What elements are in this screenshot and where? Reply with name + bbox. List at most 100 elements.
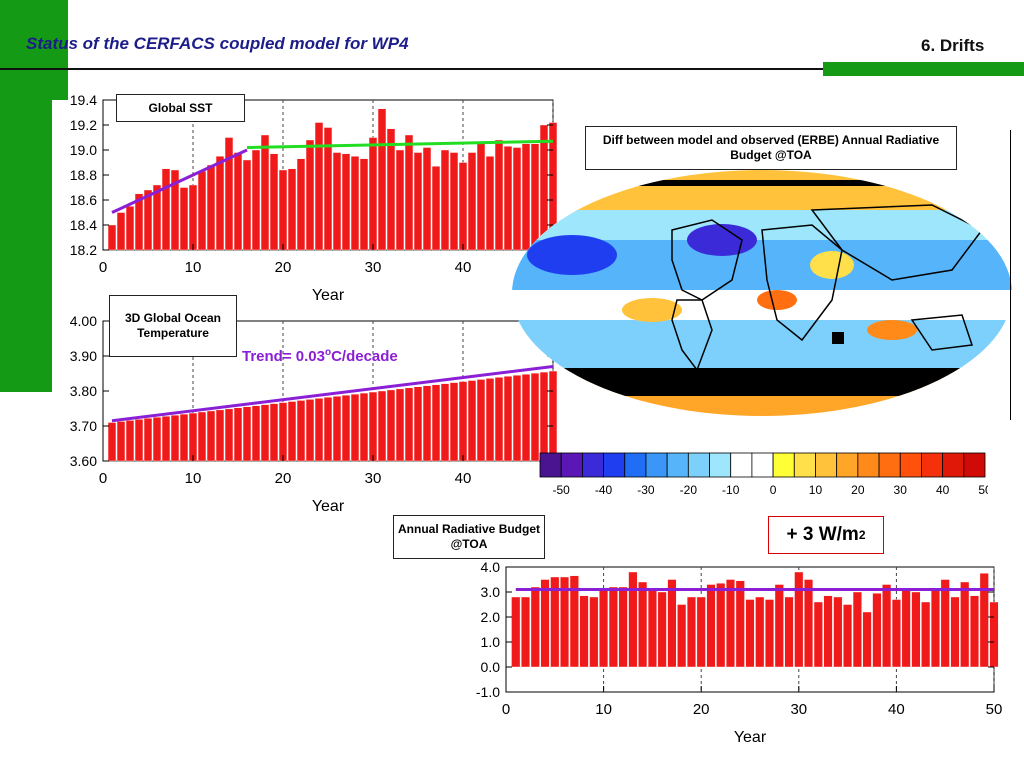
data-bar bbox=[107, 422, 117, 462]
data-bar bbox=[989, 601, 999, 668]
data-bar bbox=[911, 591, 921, 668]
data-bar bbox=[638, 581, 648, 668]
x-tick-label: 20 bbox=[275, 259, 292, 276]
data-bar bbox=[891, 599, 901, 668]
data-bar bbox=[386, 128, 396, 251]
trend-prefix: Trend= 0.03 bbox=[242, 348, 325, 365]
data-bar bbox=[872, 593, 882, 668]
y-tick-label: 4.00 bbox=[70, 313, 97, 329]
data-bar bbox=[197, 171, 207, 251]
data-bar bbox=[404, 387, 414, 462]
data-bar bbox=[296, 400, 306, 462]
data-bar bbox=[206, 164, 216, 251]
colorbar-tick-label: 0 bbox=[770, 483, 777, 497]
data-bar bbox=[940, 579, 950, 668]
colorbar-tick-label: 20 bbox=[851, 483, 865, 497]
y-tick-label: 18.8 bbox=[70, 167, 97, 183]
data-bar bbox=[979, 573, 989, 668]
data-bar bbox=[251, 405, 261, 462]
data-bar bbox=[188, 184, 198, 251]
data-bar bbox=[765, 599, 775, 668]
data-bar bbox=[921, 601, 931, 668]
data-bar bbox=[278, 402, 288, 462]
data-bar bbox=[774, 584, 784, 668]
colorbar-tick-label: 50 bbox=[978, 483, 988, 497]
x-axis-label: Year bbox=[312, 498, 345, 515]
x-tick-label: 40 bbox=[888, 701, 905, 718]
data-bar bbox=[628, 571, 638, 668]
x-tick-label: 0 bbox=[99, 470, 107, 487]
data-bar bbox=[686, 596, 696, 668]
radiative-chart: -1.0 0.0 1.0 2.0 3.0 4.0 0 10 20 30 40 50 Year bbox=[476, 559, 1002, 746]
trend-degree: o bbox=[324, 347, 332, 358]
colorbar-swatch bbox=[645, 452, 668, 478]
y-tick-label: 3.80 bbox=[70, 383, 97, 399]
data-bar bbox=[125, 206, 135, 251]
data-bar bbox=[269, 403, 279, 462]
colorbar-tick-label: -20 bbox=[680, 483, 698, 497]
x-tick-label: 0 bbox=[99, 259, 107, 276]
data-bar bbox=[862, 611, 872, 668]
data-bar bbox=[377, 390, 387, 462]
colorbar-swatch bbox=[963, 452, 986, 478]
data-bar bbox=[251, 149, 261, 251]
x-tick-label: 20 bbox=[693, 701, 710, 718]
x-tick-label: 30 bbox=[365, 259, 382, 276]
data-bar bbox=[521, 143, 531, 251]
data-bar bbox=[449, 382, 459, 462]
x-tick-label: 30 bbox=[365, 470, 382, 487]
data-bar bbox=[422, 147, 432, 251]
data-bar bbox=[296, 158, 306, 251]
section-tab bbox=[823, 62, 1024, 76]
y-tick-label: 0.0 bbox=[481, 659, 501, 675]
data-bar bbox=[242, 406, 252, 462]
data-bar bbox=[332, 152, 342, 251]
data-bar bbox=[431, 166, 441, 251]
colorbar-swatch bbox=[836, 452, 859, 478]
x-tick-label: 20 bbox=[275, 470, 292, 487]
data-bar bbox=[206, 410, 216, 462]
data-bar bbox=[143, 418, 153, 462]
trend-annotation: Trend= 0.03oC/decade bbox=[242, 347, 398, 365]
data-bar bbox=[305, 139, 315, 251]
colorbar-tick-label: -50 bbox=[553, 483, 571, 497]
data-bar bbox=[161, 415, 171, 462]
data-bar bbox=[667, 579, 677, 668]
data-bar bbox=[467, 380, 477, 462]
data-bar bbox=[745, 599, 755, 668]
data-bar bbox=[116, 212, 126, 251]
accent-bar-top bbox=[0, 0, 68, 100]
data-bar bbox=[287, 401, 297, 462]
trend-line bbox=[246, 139, 554, 149]
flux-annotation: + 3 W/m 2 bbox=[768, 516, 884, 554]
colorbar-swatch bbox=[539, 452, 562, 478]
accent-bar-side bbox=[0, 100, 52, 392]
data-bar bbox=[314, 398, 324, 462]
data-bar bbox=[431, 384, 441, 462]
colorbar-swatch bbox=[772, 452, 795, 478]
data-bar bbox=[359, 158, 369, 251]
colorbar-swatch bbox=[666, 452, 689, 478]
data-bar bbox=[550, 576, 560, 668]
data-bar bbox=[242, 159, 252, 251]
y-tick-label: 3.0 bbox=[481, 584, 501, 600]
colorbar-swatch bbox=[899, 452, 922, 478]
y-tick-label: 19.2 bbox=[70, 117, 97, 133]
y-tick-label: -1.0 bbox=[476, 684, 500, 700]
data-bar bbox=[657, 591, 667, 668]
x-tick-label: 40 bbox=[455, 470, 472, 487]
colorbar-swatch bbox=[560, 452, 583, 478]
data-bar bbox=[188, 412, 198, 462]
flux-exponent: 2 bbox=[858, 528, 866, 542]
data-bar bbox=[152, 417, 162, 462]
data-bar bbox=[323, 127, 333, 251]
x-tick-label: 10 bbox=[595, 701, 612, 718]
data-bar bbox=[440, 149, 450, 251]
colorbar-swatch bbox=[921, 452, 944, 478]
y-tick-label: 18.4 bbox=[70, 217, 97, 233]
data-bar bbox=[725, 579, 735, 668]
data-bar bbox=[458, 162, 468, 251]
data-bar bbox=[476, 379, 486, 462]
data-bar bbox=[305, 399, 315, 462]
data-bar bbox=[494, 377, 504, 462]
